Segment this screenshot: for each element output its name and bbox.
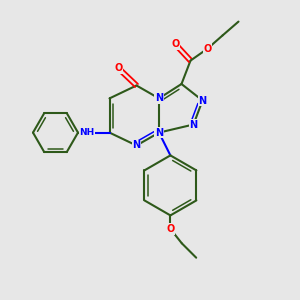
Text: O: O	[114, 63, 123, 74]
Text: NH: NH	[80, 128, 94, 137]
Text: O: O	[166, 224, 175, 234]
Text: N: N	[155, 93, 163, 103]
Text: O: O	[171, 39, 180, 50]
Text: N: N	[189, 119, 198, 130]
Text: N: N	[198, 95, 207, 106]
Text: O: O	[203, 44, 212, 54]
Text: N: N	[155, 128, 163, 138]
Text: N: N	[132, 140, 141, 151]
